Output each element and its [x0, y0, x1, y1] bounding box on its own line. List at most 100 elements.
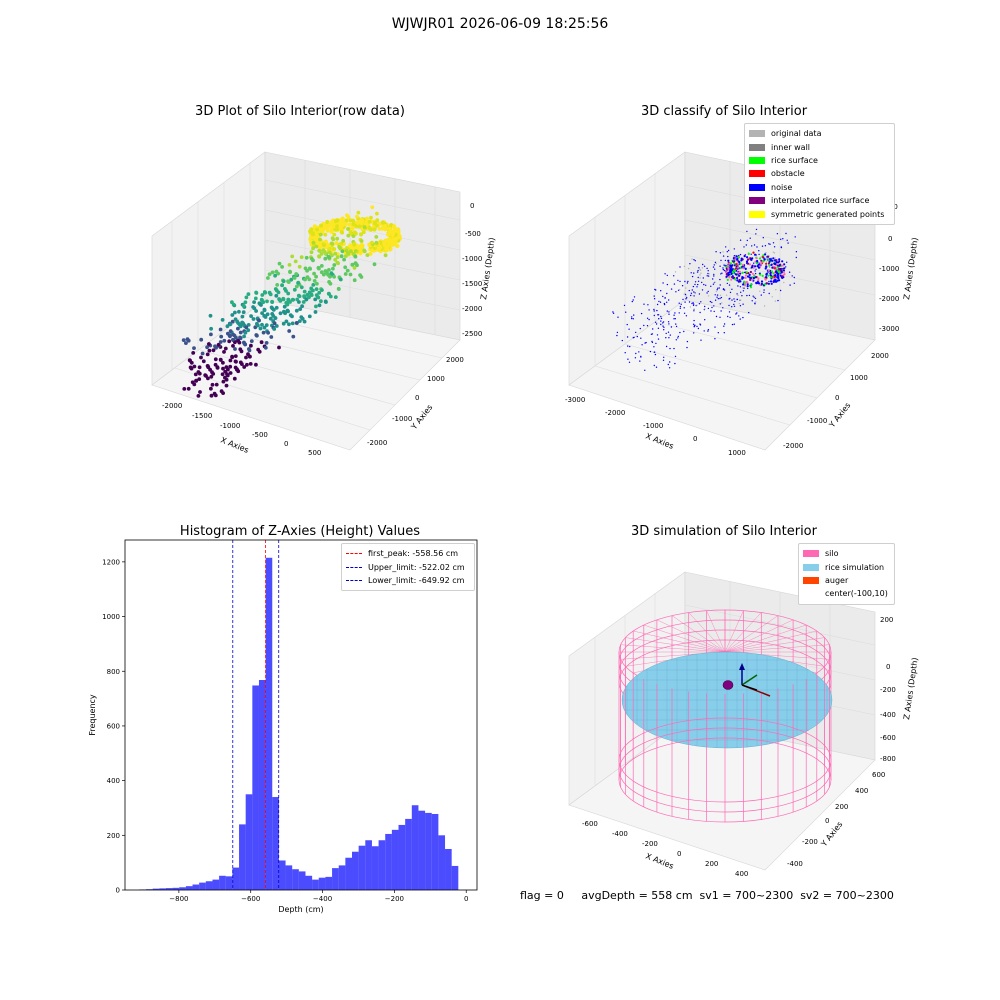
noise-point — [693, 295, 695, 297]
noise-point — [670, 326, 673, 328]
ring-point — [775, 261, 778, 264]
y-axis-label: Y Axies — [827, 401, 853, 430]
ring-point — [761, 274, 764, 277]
legend-item: inner wall — [749, 140, 890, 153]
noise-point — [739, 253, 742, 256]
ring-point — [741, 277, 744, 280]
histogram-bar — [332, 868, 339, 890]
noise-point — [673, 347, 675, 350]
noise-point — [686, 340, 689, 343]
ring-point — [782, 271, 785, 274]
noise-point — [719, 265, 721, 267]
noise-point — [780, 238, 782, 240]
original-point — [674, 271, 677, 273]
noise-point — [663, 329, 665, 331]
noise-point — [640, 356, 642, 358]
raw-point — [241, 304, 246, 308]
noise-point — [719, 297, 721, 300]
raw-point — [265, 312, 270, 317]
noise-point — [693, 303, 695, 305]
noise-point — [667, 363, 669, 366]
plot-frame — [124, 539, 478, 891]
raw-point — [191, 351, 196, 355]
ring-point — [743, 284, 747, 287]
legend-item: Lower_limit: -649.92 cm — [346, 574, 470, 587]
noise-point — [701, 289, 704, 291]
raw-point — [192, 364, 197, 369]
raw-point — [387, 230, 392, 235]
raw-point — [384, 238, 389, 243]
raw-point — [272, 327, 277, 331]
raw-point — [370, 205, 375, 210]
original-point — [753, 295, 756, 298]
noise-point — [715, 315, 718, 318]
noise-point — [768, 243, 770, 245]
svg-text:-200: -200 — [642, 840, 658, 848]
svg-text:-2000: -2000 — [162, 402, 182, 410]
noise-point — [660, 323, 662, 326]
raw-point — [367, 219, 372, 224]
raw-point — [290, 321, 295, 326]
ring-point — [755, 262, 758, 265]
raw-point — [392, 241, 397, 247]
noise-point — [663, 326, 665, 328]
noise-point — [690, 292, 693, 294]
histogram-chart[interactable]: −800 −600 −400 −200 0 020040060080010001200 … — [80, 530, 480, 930]
noise-point — [734, 300, 736, 303]
raw-point — [327, 250, 332, 255]
svg-text:-600: -600 — [582, 820, 598, 828]
ring-point — [736, 276, 739, 280]
noise-point — [714, 338, 716, 340]
noise-point — [659, 301, 662, 303]
raw-point — [352, 266, 357, 270]
raw-point — [314, 304, 318, 309]
raw-point — [314, 287, 319, 291]
ring-point — [746, 275, 750, 278]
ring-point — [776, 259, 779, 262]
ring-point — [770, 282, 773, 285]
noise-point — [692, 323, 695, 325]
raw-point — [284, 319, 289, 324]
simulation-3d-plot[interactable]: -600 -400 -200 0 200 400 -400 -200 0 200… — [555, 560, 920, 890]
raw-point — [268, 292, 273, 297]
noise-point — [655, 342, 657, 345]
noise-point — [791, 275, 793, 277]
x-tick-label: −400 — [313, 895, 332, 903]
original-point — [773, 252, 776, 254]
raw-point — [249, 343, 253, 348]
raw-point — [257, 349, 262, 354]
raw-3d-plot[interactable]: -2000 -1500 -1000 -500 0 500 -2000 -1000… — [130, 140, 497, 470]
simulation-plot-title: 3D simulation of Silo Interior — [631, 524, 817, 539]
ring-point — [770, 270, 773, 273]
raw-point — [232, 376, 237, 381]
silo-spoke — [671, 615, 726, 653]
legend-swatch — [749, 143, 765, 151]
noise-point — [666, 283, 669, 286]
z-tick-labels: 200 0 -200 -400 -600 -800 — [880, 616, 896, 763]
raw-point — [340, 230, 344, 235]
noise-point — [633, 296, 636, 298]
original-point — [687, 267, 690, 270]
noise-point — [666, 292, 668, 295]
noise-point — [707, 290, 709, 293]
raw-point — [224, 383, 229, 388]
raw-point — [347, 222, 352, 227]
raw-point — [383, 227, 388, 232]
raw-point — [327, 255, 332, 260]
y-tick-label: 400 — [107, 777, 120, 785]
noise-point — [723, 325, 725, 327]
noise-point — [631, 300, 633, 303]
noise-point — [716, 289, 718, 291]
noise-point — [707, 275, 710, 277]
raw-point — [276, 290, 281, 295]
ring-point — [767, 282, 770, 285]
noise-point — [731, 288, 733, 290]
noise-point — [677, 289, 680, 291]
noise-point — [758, 250, 760, 252]
ring-point — [748, 263, 751, 266]
classify-3d-plot[interactable]: -3000 -2000 -1000 0 1000 -2000 -1000 0 1… — [555, 140, 920, 470]
raw-point — [219, 334, 224, 339]
noise-point — [717, 298, 719, 300]
original-point — [701, 267, 704, 269]
original-point — [774, 257, 776, 259]
